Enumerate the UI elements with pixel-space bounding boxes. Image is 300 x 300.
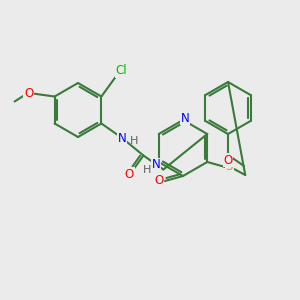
Text: O: O [125,168,134,181]
Text: N: N [181,112,189,124]
Text: O: O [154,175,164,188]
Text: O: O [24,87,33,100]
Text: H: H [129,136,138,146]
Text: O: O [224,154,232,166]
Text: H: H [142,165,151,175]
Text: N: N [152,158,160,172]
Text: Cl: Cl [116,64,127,77]
Text: S: S [226,160,233,173]
Text: N: N [118,132,127,145]
